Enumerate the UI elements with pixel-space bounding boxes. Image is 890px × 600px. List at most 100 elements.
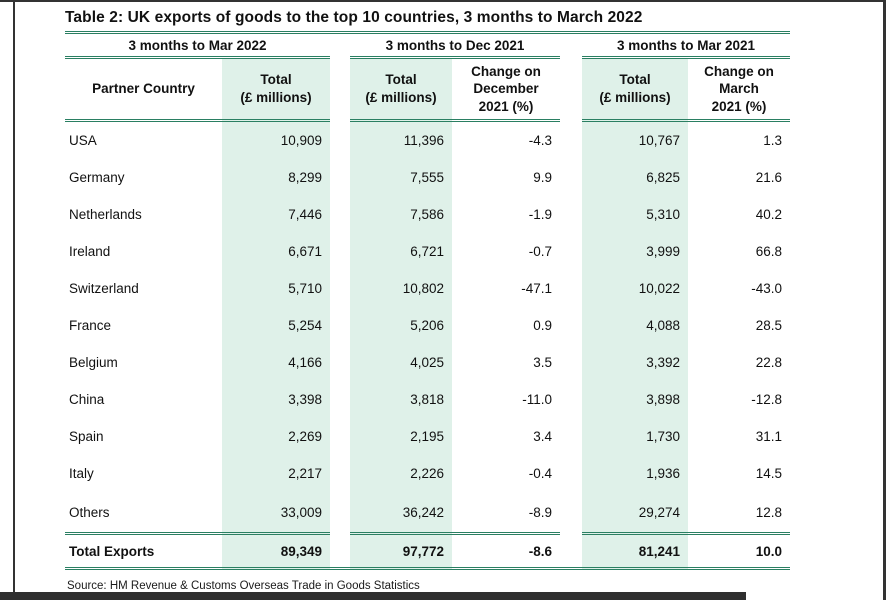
table-cell: Italy bbox=[69, 466, 94, 481]
table-cell: -12.8 bbox=[751, 392, 782, 407]
column-gap bbox=[330, 418, 350, 455]
column-gap bbox=[560, 307, 582, 344]
table-cell: Ireland bbox=[69, 244, 111, 259]
table-cell: 3,898 bbox=[582, 381, 688, 418]
column-gap bbox=[560, 196, 582, 233]
table-cell: -0.4 bbox=[528, 466, 552, 481]
table-cell: 89,349 bbox=[222, 532, 330, 570]
column-gap bbox=[330, 59, 350, 122]
header-total-dec-2021: Total (£ millions) bbox=[350, 59, 452, 122]
table-cell: Netherlands bbox=[69, 207, 142, 222]
header-change-dec-2021: Change on December 2021 (%) bbox=[452, 59, 560, 122]
table-cell: 3,818 bbox=[350, 381, 452, 418]
table-grid: 3 months to Mar 2022 3 months to Dec 202… bbox=[65, 35, 790, 570]
table-cell: Others bbox=[69, 504, 110, 520]
table-cell: 1.3 bbox=[763, 133, 782, 148]
table-cell: -4.3 bbox=[528, 133, 552, 148]
column-gap bbox=[560, 418, 582, 455]
table-cell: 4,166 bbox=[222, 344, 330, 381]
table-cell: 4,088 bbox=[582, 307, 688, 344]
column-gap bbox=[560, 35, 582, 59]
table-cell: 9.9 bbox=[533, 170, 552, 185]
table-cell: 10,909 bbox=[222, 122, 330, 159]
table-cell: -8.6 bbox=[452, 532, 560, 570]
table-cell: -47.1 bbox=[521, 281, 552, 296]
table-cell: 7,586 bbox=[350, 196, 452, 233]
table-cell: -0.7 bbox=[528, 244, 552, 259]
frame-top-edge bbox=[0, 0, 886, 2]
table-cell: 2,226 bbox=[350, 455, 452, 492]
table-cell: 33,009 bbox=[222, 492, 330, 532]
column-gap bbox=[330, 381, 350, 418]
column-gap bbox=[560, 381, 582, 418]
table-cell: 22.8 bbox=[755, 355, 782, 370]
column-gap bbox=[560, 344, 582, 381]
table-cell: 10,022 bbox=[582, 270, 688, 307]
table-cell: -43.0 bbox=[751, 281, 782, 296]
table-cell: 3,398 bbox=[222, 381, 330, 418]
table-cell: 97,772 bbox=[350, 532, 452, 570]
table-cell: 29,274 bbox=[582, 492, 688, 532]
table-cell: Germany bbox=[69, 170, 125, 185]
column-gap bbox=[330, 532, 350, 570]
table-cell: Switzerland bbox=[69, 281, 139, 296]
table-cell: 5,206 bbox=[350, 307, 452, 344]
title-rule bbox=[65, 31, 790, 34]
header-total-mar-2022: Total (£ millions) bbox=[222, 59, 330, 122]
table-cell: 31.1 bbox=[755, 429, 782, 444]
column-gap bbox=[330, 344, 350, 381]
column-gap bbox=[330, 492, 350, 532]
column-gap bbox=[560, 455, 582, 492]
table-cell: 2,269 bbox=[222, 418, 330, 455]
table-cell: 2,195 bbox=[350, 418, 452, 455]
table-title: Table 2: UK exports of goods to the top … bbox=[65, 9, 643, 26]
frame-bottom-bar bbox=[0, 592, 746, 600]
column-gap bbox=[560, 233, 582, 270]
column-gap bbox=[330, 233, 350, 270]
column-gap bbox=[560, 122, 582, 159]
column-group-mar-2021: 3 months to Mar 2021 bbox=[582, 35, 790, 59]
table-cell: 14.5 bbox=[755, 466, 782, 481]
table-cell: 0.9 bbox=[533, 318, 552, 333]
table-cell: 12.8 bbox=[755, 504, 782, 520]
table-cell: 36,242 bbox=[350, 492, 452, 532]
column-gap bbox=[560, 270, 582, 307]
table-cell: 10.0 bbox=[688, 532, 790, 570]
table-cell: 10,802 bbox=[350, 270, 452, 307]
table-cell: 7,446 bbox=[222, 196, 330, 233]
table-cell: 10,767 bbox=[582, 122, 688, 159]
table-cell: 7,555 bbox=[350, 159, 452, 196]
table-cell: 40.2 bbox=[755, 207, 782, 222]
source-note: Source: HM Revenue & Customs Overseas Tr… bbox=[67, 580, 420, 592]
table-cell: -8.9 bbox=[528, 504, 552, 520]
table-cell: 66.8 bbox=[755, 244, 782, 259]
table-cell: 6,671 bbox=[222, 233, 330, 270]
column-gap bbox=[330, 307, 350, 344]
table-cell: 21.6 bbox=[755, 170, 782, 185]
frame-left-edge bbox=[13, 0, 15, 600]
column-gap bbox=[330, 270, 350, 307]
table-cell: France bbox=[69, 318, 112, 333]
column-group-mar-2022: 3 months to Mar 2022 bbox=[65, 35, 330, 59]
table-cell: 11,396 bbox=[350, 122, 452, 159]
table-cell: 28.5 bbox=[755, 318, 782, 333]
table-cell: -1.9 bbox=[528, 207, 552, 222]
table-cell: USA bbox=[69, 133, 97, 148]
table-cell: 5,254 bbox=[222, 307, 330, 344]
table-cell: Belgium bbox=[69, 355, 118, 370]
table-cell: 3.5 bbox=[533, 355, 552, 370]
table-cell: 6,721 bbox=[350, 233, 452, 270]
header-partner-country: Partner Country bbox=[65, 59, 222, 122]
header-total-mar-2021: Total (£ millions) bbox=[582, 59, 688, 122]
table-cell: 1,730 bbox=[582, 418, 688, 455]
header-change-mar-2021: Change on March 2021 (%) bbox=[688, 59, 790, 122]
table-cell: 5,710 bbox=[222, 270, 330, 307]
column-gap bbox=[330, 455, 350, 492]
table-cell: China bbox=[69, 392, 105, 407]
table-cell: Spain bbox=[69, 429, 104, 444]
table-cell: 6,825 bbox=[582, 159, 688, 196]
column-gap bbox=[560, 59, 582, 122]
table-cell: -11.0 bbox=[522, 392, 552, 407]
table-cell: 81,241 bbox=[582, 532, 688, 570]
